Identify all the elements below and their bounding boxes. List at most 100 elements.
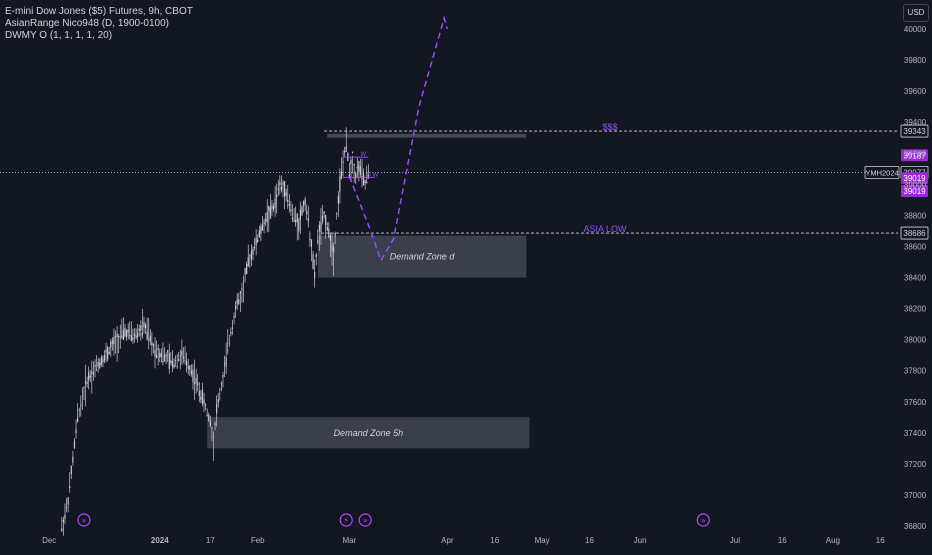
candle-body: [277, 188, 279, 190]
candle-body: [174, 360, 177, 361]
x-axis-tick-label: May: [535, 536, 550, 545]
candle-body: [77, 418, 79, 422]
candle-body: [282, 182, 284, 186]
candle-body: [203, 399, 205, 404]
candle-body: [129, 335, 131, 337]
candle-body: [306, 211, 308, 215]
candle-body: [157, 347, 159, 351]
candle-body: [100, 357, 102, 365]
symbol-title[interactable]: E-mini Dow Jones ($5) Futures, 9h, CBOT: [5, 6, 193, 17]
event-icon[interactable]: [77, 513, 91, 527]
candle-body: [143, 321, 145, 328]
candle-body: [302, 201, 305, 206]
candle-body: [97, 361, 99, 367]
price-tag-label: 39019: [903, 187, 926, 196]
candle-body: [288, 203, 290, 206]
candle-body: [269, 207, 271, 219]
candle-body: [99, 362, 101, 369]
candle-body: [280, 186, 283, 191]
x-axis-tick-label: Dec: [42, 536, 56, 545]
candle-body: [295, 219, 297, 223]
candle-body: [201, 389, 204, 404]
candle-body: [344, 150, 346, 153]
demand-zone[interactable]: [207, 417, 530, 449]
candle-body: [261, 224, 264, 231]
candle-body: [228, 342, 230, 344]
x-axis-tick-label: 2024: [151, 536, 169, 545]
y-axis-tick-label: 37000: [904, 491, 927, 500]
event-icon-glyph: »: [701, 516, 706, 525]
candle-body: [154, 349, 156, 357]
zone-label: Demand Zone 5h: [334, 428, 404, 438]
candle-body: [231, 327, 234, 329]
candle-body: [173, 364, 175, 368]
y-axis-tick-label: 36800: [904, 522, 927, 531]
y-axis-tick-label: 38400: [904, 274, 927, 283]
candle-body: [64, 514, 66, 519]
candle-body: [146, 331, 148, 340]
candle-body: [208, 414, 210, 422]
price-tag: [901, 149, 928, 162]
candle-body: [310, 239, 313, 247]
candle-body: [260, 226, 262, 235]
candle-body: [135, 335, 137, 339]
candle-body: [244, 268, 246, 275]
currency-button[interactable]: USD: [903, 4, 929, 22]
candle-body: [114, 335, 117, 338]
candle-body: [239, 291, 241, 294]
candle-body: [334, 233, 336, 237]
candle-body: [179, 356, 181, 358]
candle-body: [351, 151, 354, 154]
candle-body: [298, 219, 300, 232]
candle-body: [165, 354, 167, 357]
demand-zone[interactable]: [327, 133, 527, 138]
candle-body: [242, 281, 245, 283]
candle-body: [284, 181, 286, 197]
candle-body: [356, 166, 358, 169]
candle-body: [312, 254, 314, 270]
candle-body: [72, 456, 74, 463]
candle-body: [323, 211, 325, 215]
candle-body: [148, 339, 150, 340]
candle-body: [233, 316, 235, 318]
x-axis-tick-label: 16: [585, 536, 594, 545]
candle-body: [167, 349, 169, 353]
price-tag: [900, 124, 929, 138]
candle-body: [227, 349, 229, 351]
chart-legend: E-mini Dow Jones ($5) Futures, 9h, CBOT …: [5, 6, 193, 42]
symbol-tag-label: YMH2024: [865, 168, 898, 177]
candle-body: [195, 378, 197, 384]
candle-body: [197, 382, 199, 386]
candle-body: [287, 199, 289, 203]
level-label: $$$: [602, 122, 617, 132]
projection-path[interactable]: [348, 15, 449, 263]
candle-body: [121, 335, 123, 338]
candle-body: [91, 371, 93, 374]
candle-body: [331, 244, 333, 252]
indicator-dwmy-open[interactable]: DWMY O (1, 1, 1, 1, 20): [5, 30, 113, 41]
candle-body: [336, 213, 338, 215]
event-icon[interactable]: [696, 513, 710, 527]
candle-body: [122, 329, 125, 341]
candle-body: [345, 146, 347, 152]
candle-body: [246, 264, 248, 275]
candle-body: [220, 383, 222, 385]
candle-body: [329, 235, 332, 241]
event-icon[interactable]: [358, 513, 372, 527]
candle-body: [272, 206, 275, 210]
candle-body: [152, 344, 155, 346]
price-tag: [901, 172, 928, 185]
candle-body: [266, 212, 268, 223]
indicator-asian-range[interactable]: AsianRange Nico948 (D, 1900-0100): [5, 18, 169, 29]
candle-body: [116, 333, 118, 338]
y-axis-tick-label: 37800: [904, 367, 927, 376]
event-icon[interactable]: [339, 513, 353, 527]
demand-zone[interactable]: [317, 235, 527, 278]
y-axis-tick-label: 38800: [904, 211, 927, 220]
candle-body: [236, 299, 238, 305]
candle-body: [163, 354, 166, 362]
candle-body: [304, 199, 306, 205]
candle-body: [78, 409, 80, 411]
